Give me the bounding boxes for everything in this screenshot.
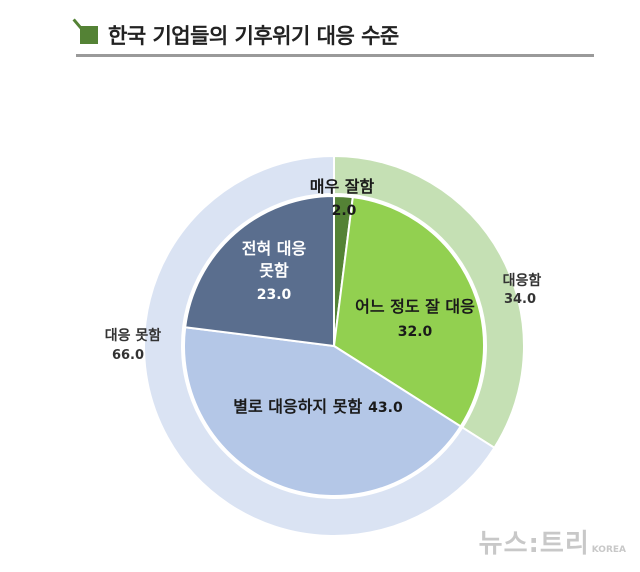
value-responded: 34.0: [504, 292, 536, 307]
value-not-responded: 66.0: [112, 348, 144, 363]
outer-ring: [143, 154, 525, 537]
label-not-at-all-line1: 전혀 대응: [242, 239, 307, 258]
label-not-well: 별로 대응하지 못함 43.0: [233, 397, 403, 416]
watermark-logo: 뉴스:트리 KOREA: [479, 523, 626, 560]
value-somewhat-good: 32.0: [398, 324, 433, 340]
inner-slice-3: [184, 194, 335, 348]
label-not-at-all-line2: 못함: [259, 261, 289, 280]
inner-pie: [183, 194, 485, 497]
value-not-at-all: 23.0: [257, 287, 292, 303]
inner-slice-2: [183, 326, 463, 497]
label-not-well-name: 별로 대응하지 못함: [233, 397, 362, 416]
title-divider: [76, 54, 594, 57]
label-very-good: 매우 잘함: [310, 177, 375, 196]
outer-slice-1: [143, 154, 496, 537]
label-responded: 대응함: [503, 272, 542, 289]
label-not-responded: 대응 못함: [105, 327, 162, 344]
value-not-well: 43.0: [368, 400, 403, 416]
watermark-sub: KOREA: [591, 545, 626, 555]
title-bar: 한국 기업들의 기후위기 대응 수준: [76, 12, 596, 58]
title-marker-icon: [80, 26, 98, 44]
value-very-good: 2.0: [332, 203, 357, 219]
watermark-text: 뉴스:트리: [478, 529, 590, 559]
chart-title: 한국 기업들의 기후위기 대응 수준: [108, 24, 399, 48]
label-somewhat-good: 어느 정도 잘 대응: [355, 297, 475, 316]
